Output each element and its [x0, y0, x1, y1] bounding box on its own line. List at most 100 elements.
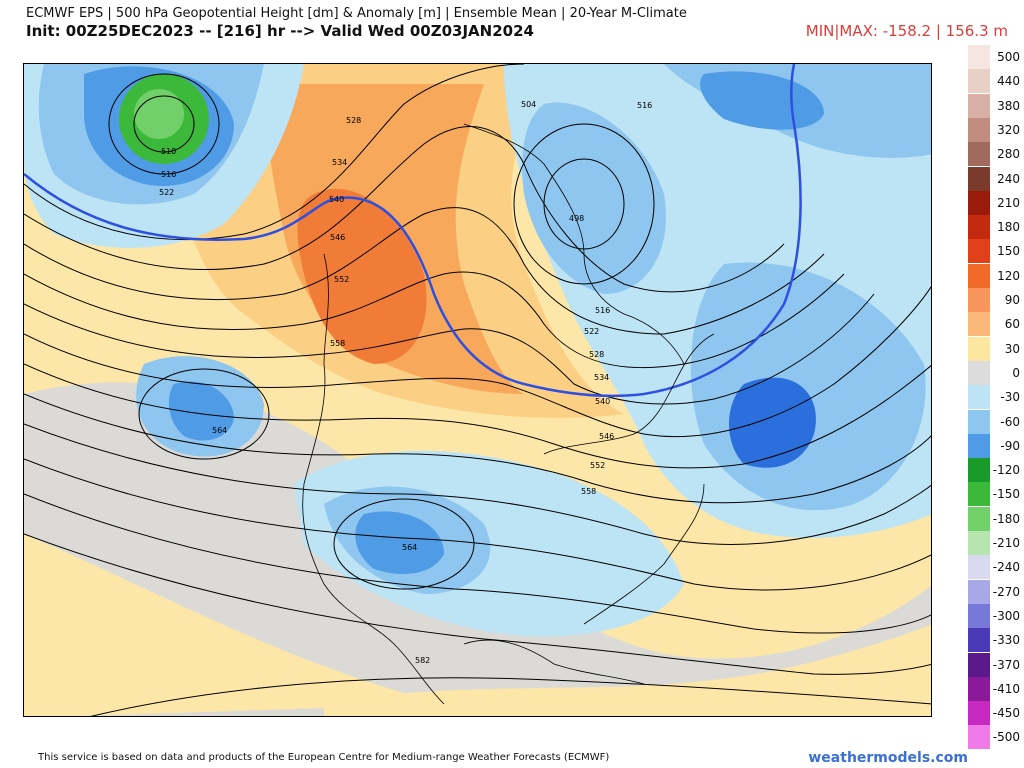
legend-swatch — [968, 190, 990, 215]
legend-swatch — [968, 215, 990, 240]
contour-label: 582 — [415, 656, 430, 665]
contour-label: 564 — [212, 426, 227, 435]
contour-label: 564 — [402, 543, 417, 552]
highlight-540-contour — [24, 64, 802, 398]
ecmwf-credit: This service is based on data and produc… — [38, 752, 610, 763]
contour-label: 516 — [595, 306, 610, 315]
neutral-band — [24, 382, 931, 716]
legend-label: 240 — [997, 171, 1020, 186]
contour-label: 528 — [589, 350, 604, 359]
legend-row: 210 — [968, 190, 1020, 215]
legend-swatch — [968, 360, 990, 385]
legend-swatch — [968, 69, 990, 94]
legend-label: -500 — [992, 730, 1020, 745]
map-svg: 510 516 522 528 534 540 546 552 558 504 … — [24, 64, 931, 716]
minmax-readout: MIN|MAX: -158.2 | 156.3 m — [805, 22, 1008, 40]
contour-label-group: 510 516 522 528 534 540 546 552 558 504 … — [159, 100, 652, 665]
legend-swatch — [968, 579, 990, 604]
contour-label: 534 — [594, 373, 609, 382]
legend-swatch — [968, 93, 990, 118]
legend-swatch — [968, 433, 990, 458]
legend-label: -180 — [992, 511, 1020, 526]
legend-row: 180 — [968, 215, 1020, 240]
legend-row: -180 — [968, 506, 1020, 531]
legend-label: 60 — [1004, 317, 1020, 332]
legend-row: -240 — [968, 555, 1020, 580]
legend-label: -60 — [1000, 414, 1020, 429]
legend-swatch — [968, 117, 990, 142]
legend-swatch — [968, 312, 990, 337]
legend-label: -450 — [992, 706, 1020, 721]
legend-swatch — [968, 676, 990, 701]
contour-label: 546 — [330, 233, 345, 242]
legend-row: 320 — [968, 117, 1020, 142]
legend-row: 380 — [968, 93, 1020, 118]
contour-label: 510 — [161, 147, 176, 156]
legend-label: 120 — [997, 268, 1020, 283]
legend-label: -270 — [992, 584, 1020, 599]
contour-label: 516 — [161, 170, 176, 179]
legend-swatch — [968, 288, 990, 312]
legend-label: 150 — [997, 244, 1020, 259]
legend-row: -210 — [968, 531, 1020, 555]
coastlines — [302, 123, 715, 705]
legend-swatch — [968, 603, 990, 628]
legend-swatch — [968, 263, 990, 288]
legend-label: -120 — [992, 463, 1020, 478]
legend-row: -500 — [968, 725, 1020, 750]
legend-label: 500 — [997, 50, 1020, 64]
legend-label: 320 — [997, 122, 1020, 137]
contour-label: 546 — [599, 432, 614, 441]
contour-label: 552 — [590, 461, 605, 470]
height-contours — [24, 64, 931, 716]
legend-row: 60 — [968, 312, 1020, 337]
legend-swatch — [968, 239, 990, 264]
legend-row: 90 — [968, 288, 1020, 312]
cold-ne-mid — [522, 102, 666, 294]
legend-swatch — [968, 45, 990, 69]
legend-swatch — [968, 725, 990, 750]
legend-swatch — [968, 506, 990, 531]
legend-row: -120 — [968, 458, 1020, 483]
legend-row: -60 — [968, 409, 1020, 434]
contour-label: 558 — [330, 339, 345, 348]
legend-label: -150 — [992, 487, 1020, 502]
contour-label: 498 — [569, 214, 584, 223]
contour-label: 528 — [346, 116, 361, 125]
contour-label: 552 — [334, 275, 349, 284]
chart-title: ECMWF EPS | 500 hPa Geopotential Height … — [26, 6, 687, 21]
contour-label: 558 — [581, 487, 596, 496]
anomaly-shading — [24, 64, 931, 716]
weather-map: 510 516 522 528 534 540 546 552 558 504 … — [23, 63, 932, 717]
legend-swatch — [968, 336, 990, 361]
legend-row: 120 — [968, 263, 1020, 288]
legend-row: -300 — [968, 603, 1020, 628]
legend-swatch — [968, 652, 990, 677]
legend-row: -30 — [968, 385, 1020, 410]
legend-row: 440 — [968, 69, 1020, 94]
legend-label: 440 — [997, 74, 1020, 89]
legend-label: 180 — [997, 220, 1020, 235]
legend-swatch — [968, 409, 990, 434]
legend-label: -90 — [1000, 438, 1020, 453]
legend-row: -90 — [968, 433, 1020, 458]
legend-label: 280 — [997, 147, 1020, 162]
legend-row: -330 — [968, 628, 1020, 653]
contour-label: 504 — [521, 100, 536, 109]
legend-label: -370 — [992, 657, 1020, 672]
contour-label: 522 — [584, 327, 599, 336]
legend-row: -410 — [968, 676, 1020, 701]
contour-label: 540 — [329, 195, 344, 204]
legend-label: -330 — [992, 633, 1020, 648]
legend-row: -370 — [968, 652, 1020, 677]
legend-label: 90 — [1004, 293, 1020, 307]
legend-swatch — [968, 531, 990, 555]
legend-label: -30 — [1000, 390, 1020, 405]
brand-link[interactable]: weathermodels.com — [808, 750, 968, 766]
legend-row: 500 — [968, 45, 1020, 69]
legend-label: -300 — [992, 608, 1020, 623]
cold-pacific-core — [168, 381, 234, 441]
legend-swatch — [968, 142, 990, 167]
cold-ne-atlantic-core — [729, 377, 816, 468]
legend-swatch — [968, 628, 990, 653]
